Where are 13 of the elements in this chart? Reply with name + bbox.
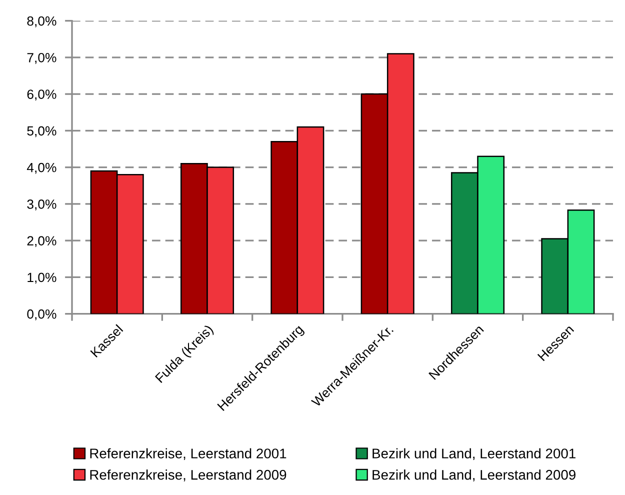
- y-tick-label: 3,0%: [27, 200, 56, 210]
- y-tick-label: 4,0%: [26, 162, 56, 174]
- legend-label: Referenzkreise, Leerstand 2001: [90, 448, 286, 460]
- y-tick-label: 1,0%: [28, 272, 56, 284]
- y-tick-label: 8,0%: [27, 16, 56, 28]
- y-tick-label: 5,0%: [27, 126, 56, 138]
- legend-label: Bezirk und Land, Leerstand 2009: [372, 470, 576, 482]
- y-tick-label: 7,0%: [27, 52, 56, 64]
- legend-label: Referenzkreise, Leerstand 2009: [90, 470, 286, 482]
- legend-label: Bezirk und Land, Leerstand 2001: [372, 448, 576, 460]
- y-tick-label: 0,0%: [27, 309, 56, 320]
- y-tick-label: 2,0%: [27, 236, 56, 248]
- y-tick-label: 6,0%: [27, 90, 56, 101]
